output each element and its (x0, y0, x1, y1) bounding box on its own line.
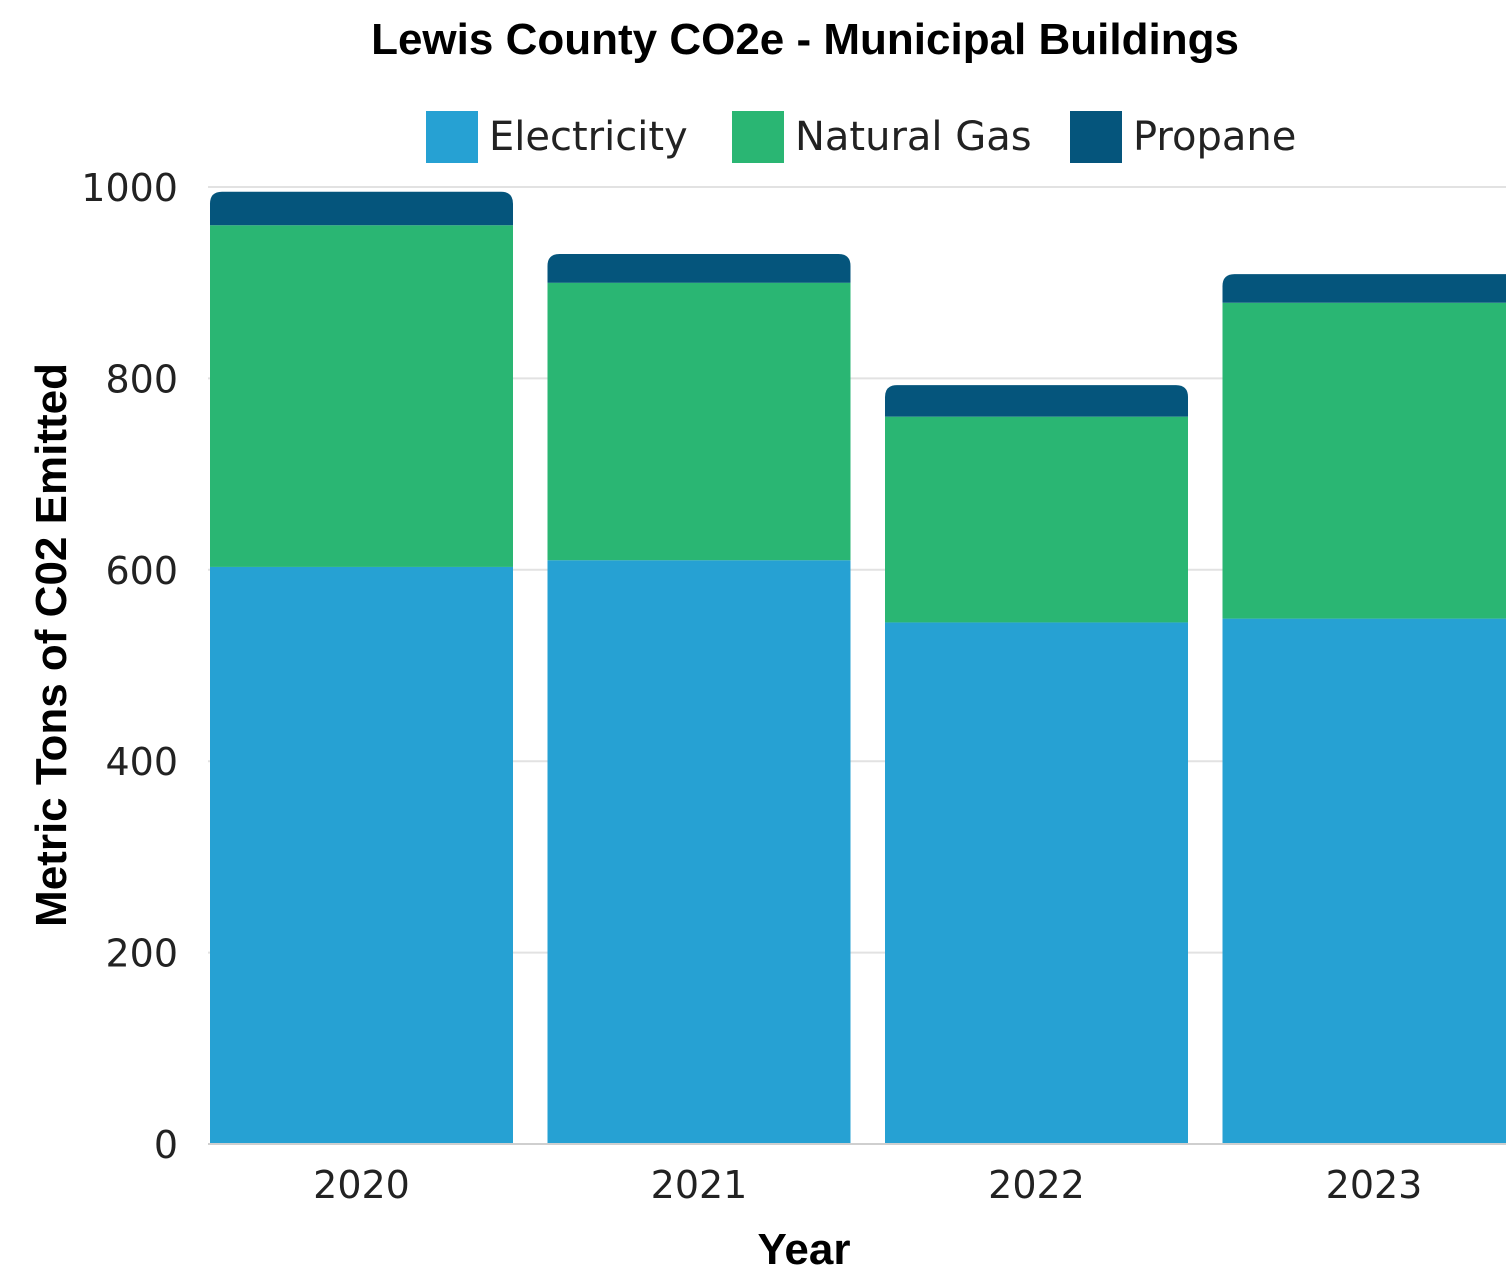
legend-swatch-natural-gas (732, 111, 784, 163)
chart-title: Lewis County CO2e - Municipal Buildings (371, 15, 1239, 64)
y-tick-label: 800 (105, 357, 178, 401)
bar-segment-propane-2020 (210, 191, 513, 226)
legend-label: Electricity (489, 114, 688, 160)
bar-segment-electricity-2023 (1222, 618, 1506, 1144)
y-tick-label: 600 (105, 549, 178, 593)
legend-swatch-propane (1070, 111, 1122, 163)
bar-segment-electricity-2020 (210, 566, 513, 1144)
bar-segment-electricity-2021 (547, 560, 851, 1144)
bar-segment-propane-2022 (885, 385, 1188, 417)
bar-segment-propane-2021 (547, 253, 851, 283)
y-tick-label: 0 (154, 1123, 178, 1167)
x-tick-label: 2023 (1326, 1163, 1423, 1207)
y-tick-label: 1000 (81, 166, 178, 210)
y-tick-label: 400 (105, 740, 178, 784)
x-tick-label: 2022 (988, 1163, 1085, 1207)
legend-label: Propane (1133, 114, 1296, 160)
y-axis-title: Metric Tons of C02 Emitted (27, 363, 76, 927)
bar-segment-electricity-2022 (885, 622, 1188, 1144)
x-axis-title: Year (758, 1225, 851, 1267)
bars (210, 191, 1506, 1144)
x-axis-ticks: 2020 2021 2022 2023 (313, 1163, 1422, 1207)
x-tick-label: 2021 (651, 1163, 748, 1207)
bar-segment-natural-gas-2023 (1222, 302, 1506, 619)
x-tick-label: 2020 (313, 1163, 410, 1207)
bar-segment-natural-gas-2021 (547, 282, 851, 561)
bar-segment-propane-2023 (1222, 274, 1506, 303)
y-axis-ticks: 0 200 400 600 800 1000 (81, 166, 178, 1167)
legend-swatch-electricity (426, 111, 478, 163)
bar-segment-natural-gas-2022 (885, 416, 1188, 623)
y-tick-label: 200 (105, 932, 178, 976)
bar-segment-natural-gas-2020 (210, 225, 513, 567)
legend: Electricity Natural Gas Propane (426, 111, 1296, 163)
legend-label: Natural Gas (795, 114, 1032, 160)
